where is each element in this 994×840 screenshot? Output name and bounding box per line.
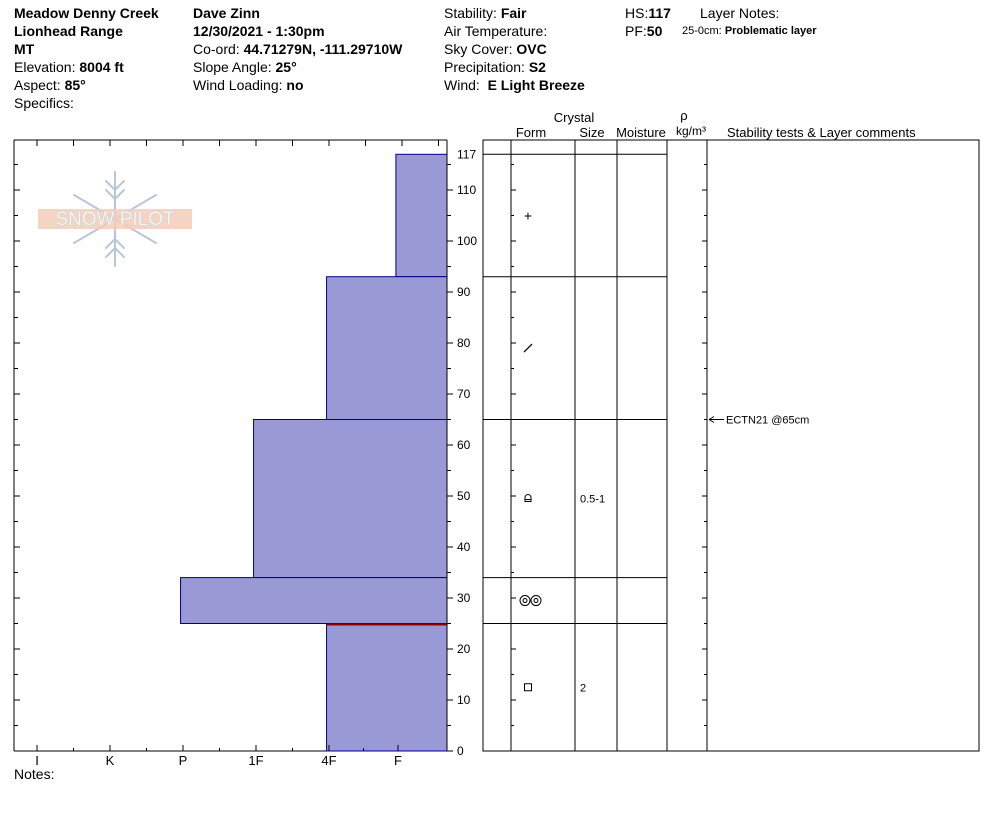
crystal-form-square-icon bbox=[524, 683, 532, 692]
hardness-bar-5 bbox=[326, 623, 448, 752]
observer-name: Dave Zinn bbox=[193, 5, 260, 21]
comments-header: Stability tests & Layer comments bbox=[727, 125, 916, 140]
elevation-value: 8004 ft bbox=[79, 59, 124, 75]
height-tick-label: 110 bbox=[457, 183, 476, 197]
height-tick-label: 80 bbox=[457, 336, 471, 350]
hardness-label: I bbox=[35, 753, 39, 768]
layer-note: 25-0cm: Problematic layer bbox=[682, 22, 817, 40]
observation-datetime: 12/30/2021 - 1:30pm bbox=[193, 23, 325, 39]
hs-field: HS:117 bbox=[625, 4, 671, 22]
crystal-size-value: 0.5-1 bbox=[580, 494, 605, 506]
pf-field: PF:50 bbox=[625, 22, 662, 40]
crystal-form-circle-icon bbox=[519, 595, 531, 607]
crystal-header: Crystal bbox=[554, 110, 595, 125]
form-header: Form bbox=[516, 125, 546, 140]
hardness-label: 4F bbox=[321, 753, 336, 768]
coord-value: 44.71279N, -111.29710W bbox=[243, 41, 403, 57]
precip-field: Precipitation: S2 bbox=[444, 58, 546, 76]
sky-field: Sky Cover: OVC bbox=[444, 40, 547, 58]
hardness-bar-4 bbox=[180, 577, 448, 624]
pf-label: PF: bbox=[625, 23, 647, 39]
height-tick-label: 100 bbox=[457, 234, 477, 248]
aspect-field: Aspect: 85° bbox=[14, 76, 86, 94]
layer-table-frame bbox=[482, 139, 980, 752]
layer-notes-label: Layer Notes: bbox=[700, 5, 780, 21]
hardness-label: 1F bbox=[248, 753, 263, 768]
hardness-bar-1 bbox=[395, 153, 448, 278]
elevation-field: Elevation: 8004 ft bbox=[14, 58, 124, 76]
coord-label: Co-ord: bbox=[193, 41, 240, 57]
precip-value: S2 bbox=[528, 59, 546, 75]
stability-label: Stability: bbox=[444, 5, 497, 21]
layer-note-text: Problematic layer bbox=[724, 25, 817, 37]
wind-loading-label: Wind Loading: bbox=[193, 77, 283, 93]
specifics-label: Specifics: bbox=[14, 95, 74, 111]
snowpilot-logo: SNOW PILOT bbox=[38, 171, 192, 267]
hardness-bar-3 bbox=[253, 419, 448, 579]
height-tick-label: 0 bbox=[457, 744, 464, 758]
slope-label: Slope Angle: bbox=[193, 59, 272, 75]
elevation-label: Elevation: bbox=[14, 59, 76, 75]
range-name: Lionhead Range bbox=[14, 23, 123, 39]
location-name: Meadow Denny Creek bbox=[14, 5, 159, 21]
sky-label: Sky Cover: bbox=[444, 41, 513, 57]
crystal-size-value: 2 bbox=[580, 682, 586, 694]
height-tick-label: 90 bbox=[457, 285, 471, 299]
height-tick-label: 30 bbox=[457, 591, 471, 605]
slope-field: Slope Angle: 25° bbox=[193, 58, 297, 76]
coord-field: Co-ord: 44.71279N, -111.29710W bbox=[193, 40, 402, 58]
precip-label: Precipitation: bbox=[444, 59, 525, 75]
height-tick-label: 40 bbox=[457, 540, 471, 554]
hardness-bar-2 bbox=[326, 276, 448, 421]
crystal-form-rounded-icon bbox=[524, 494, 532, 503]
sky-value: OVC bbox=[516, 41, 547, 57]
pf-value: 50 bbox=[646, 23, 663, 39]
slope-value: 25° bbox=[275, 59, 297, 75]
height-tick-label: 20 bbox=[457, 642, 471, 656]
wind-label: Wind: bbox=[444, 77, 480, 93]
layer-note-range: 25-0cm: bbox=[682, 25, 722, 37]
density-unit: kg/m³ bbox=[676, 124, 706, 138]
wind-field: Wind: E Light Breeze bbox=[444, 76, 585, 94]
height-tick-label: 50 bbox=[457, 489, 471, 503]
hs-value: 117 bbox=[648, 5, 671, 21]
stability-test-arrow-head bbox=[708, 416, 715, 423]
aspect-value: 85° bbox=[64, 77, 86, 93]
notes-label: Notes: bbox=[14, 766, 55, 782]
snowpilot-logo-text: SNOW PILOT bbox=[55, 209, 175, 230]
aspect-label: Aspect: bbox=[14, 77, 61, 93]
height-tick-label: 117 bbox=[457, 147, 476, 161]
density-symbol: ρ bbox=[680, 108, 687, 123]
air-temp-label: Air Temperature: bbox=[444, 23, 548, 39]
crystal-form-circle-inner-icon bbox=[522, 598, 528, 604]
height-tick-label: 70 bbox=[457, 387, 471, 401]
wind-loading-field: Wind Loading: no bbox=[193, 76, 304, 94]
stability-test-label: ECTN21 @65cm bbox=[726, 415, 809, 427]
hs-label: HS: bbox=[625, 5, 649, 21]
hardness-label: F bbox=[394, 753, 402, 768]
state-name: MT bbox=[14, 41, 35, 57]
crystal-form-circle-inner-icon bbox=[533, 598, 539, 604]
stability-value: Fair bbox=[500, 5, 527, 21]
wind-loading-value: no bbox=[286, 77, 304, 93]
moisture-header: Moisture bbox=[616, 125, 666, 140]
height-tick-label: 10 bbox=[457, 693, 471, 707]
stability-field: Stability: Fair bbox=[444, 4, 527, 22]
height-tick-label: 60 bbox=[457, 438, 471, 452]
crystal-form-symbol: + bbox=[524, 208, 532, 224]
hardness-label: P bbox=[179, 753, 188, 768]
crystal-form-circle-icon bbox=[530, 595, 542, 607]
hardness-label: K bbox=[106, 753, 115, 768]
size-header: Size bbox=[579, 125, 604, 140]
wind-value: E Light Breeze bbox=[487, 77, 585, 93]
crystal-form-slash-icon bbox=[523, 343, 533, 353]
